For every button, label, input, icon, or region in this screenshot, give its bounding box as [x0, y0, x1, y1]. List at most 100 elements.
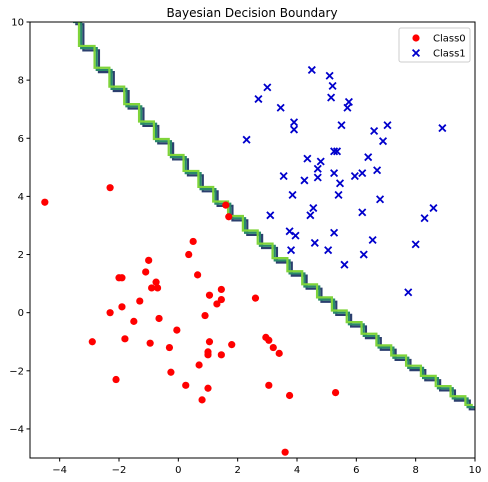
class0-point: [222, 201, 230, 209]
class1-point: [368, 235, 377, 245]
class1-point: [300, 176, 309, 185]
class0-point: [182, 381, 190, 389]
y-tick-label: 0: [18, 308, 24, 319]
class1-point: [333, 147, 342, 156]
class1-point: [306, 211, 315, 220]
class0-point: [189, 237, 197, 246]
y-tick-label: −4: [9, 424, 24, 435]
class1-point: [307, 65, 316, 74]
class1-point: [358, 169, 367, 178]
class0-point: [152, 278, 160, 286]
legend: Class0 Class1: [398, 27, 471, 63]
class1-point: [254, 94, 263, 104]
class1-point: [359, 250, 368, 259]
y-tick-label: 6: [18, 134, 24, 145]
plot-frame: [29, 21, 476, 459]
class1-point: [310, 238, 319, 247]
class0-point: [251, 294, 260, 302]
class0-point: [204, 348, 212, 356]
class0-point: [136, 297, 144, 305]
class0-point: [228, 341, 236, 349]
class1-point: [303, 154, 312, 163]
chart-title: Bayesian Decision Boundary: [166, 6, 337, 20]
class0-point: [173, 326, 181, 334]
class1-point: [279, 172, 288, 181]
class0-point: [145, 256, 153, 264]
class0-point: [265, 381, 273, 389]
class1-point: [276, 103, 285, 112]
class1-point: [263, 83, 272, 92]
class1-point: [411, 240, 420, 249]
class1-point: [364, 153, 373, 162]
class1-point: [266, 211, 275, 220]
class0-point: [217, 295, 225, 304]
x-tick-label: 8: [412, 465, 418, 476]
legend-marker-class0: [412, 34, 420, 42]
y-axis: −4 −2 0 2 4 6 8 10: [9, 18, 30, 435]
class1-point: [370, 126, 379, 136]
class0-point: [213, 300, 221, 308]
class1-point: [438, 124, 447, 133]
class1-point: [313, 173, 322, 182]
x-tick-label: 2: [234, 465, 240, 476]
x-tick-label: 0: [175, 465, 181, 476]
class1-point: [404, 288, 413, 297]
class1-point: [289, 118, 299, 127]
class0-point: [130, 317, 138, 325]
class1-point: [288, 190, 297, 199]
x-tick-label: −4: [52, 465, 67, 476]
class1-point: [376, 195, 385, 204]
class0-point: [88, 338, 96, 346]
plot-background: [30, 22, 475, 458]
class0-point: [118, 274, 126, 282]
class0-point: [217, 285, 225, 294]
class1-point: [330, 228, 339, 237]
class1-point: [330, 147, 339, 156]
class0-point: [217, 351, 225, 359]
class0-point: [225, 213, 233, 221]
class1-point: [373, 166, 382, 175]
y-tick-label: 10: [11, 18, 24, 29]
class0-point: [153, 284, 162, 292]
class1-point: [287, 246, 296, 255]
class0-point: [112, 375, 120, 384]
class0-point: [148, 284, 156, 292]
class0-point: [198, 396, 206, 404]
class1-point: [335, 179, 345, 188]
class0-point: [331, 389, 340, 397]
y-tick-label: 8: [18, 76, 24, 87]
class1-point: [343, 103, 352, 112]
class0-point: [194, 271, 202, 279]
class1-point: [285, 227, 294, 236]
class0-point: [142, 268, 150, 276]
class1-point: [340, 260, 349, 269]
class1-point: [344, 97, 353, 106]
class0-point: [205, 338, 214, 346]
class0-point: [285, 391, 294, 400]
class0-point: [275, 349, 283, 357]
class0-point: [195, 361, 203, 369]
class1-point: [429, 203, 438, 213]
class0-point: [106, 309, 114, 317]
data-points: [41, 65, 447, 456]
class1-point: [289, 125, 299, 134]
class0-point: [265, 336, 273, 344]
class1-point: [420, 214, 429, 223]
class1-point: [383, 121, 392, 130]
class1-point: [334, 190, 343, 199]
x-tick-label: 6: [353, 465, 359, 476]
class1-point: [328, 81, 337, 90]
class0-point: [106, 184, 114, 192]
y-tick-label: −2: [9, 366, 24, 377]
class0-point: [118, 303, 126, 311]
class0-point: [201, 311, 209, 320]
x-tick-label: 4: [294, 465, 300, 476]
class0-point: [167, 368, 175, 376]
class1-point: [309, 203, 318, 213]
class1-point: [378, 137, 388, 146]
x-axis: −4 −2 0 2 4 6 8 10: [52, 458, 481, 476]
boundary-line: [73, 22, 475, 409]
y-tick-label: 4: [18, 192, 24, 203]
class0-point: [185, 250, 193, 259]
